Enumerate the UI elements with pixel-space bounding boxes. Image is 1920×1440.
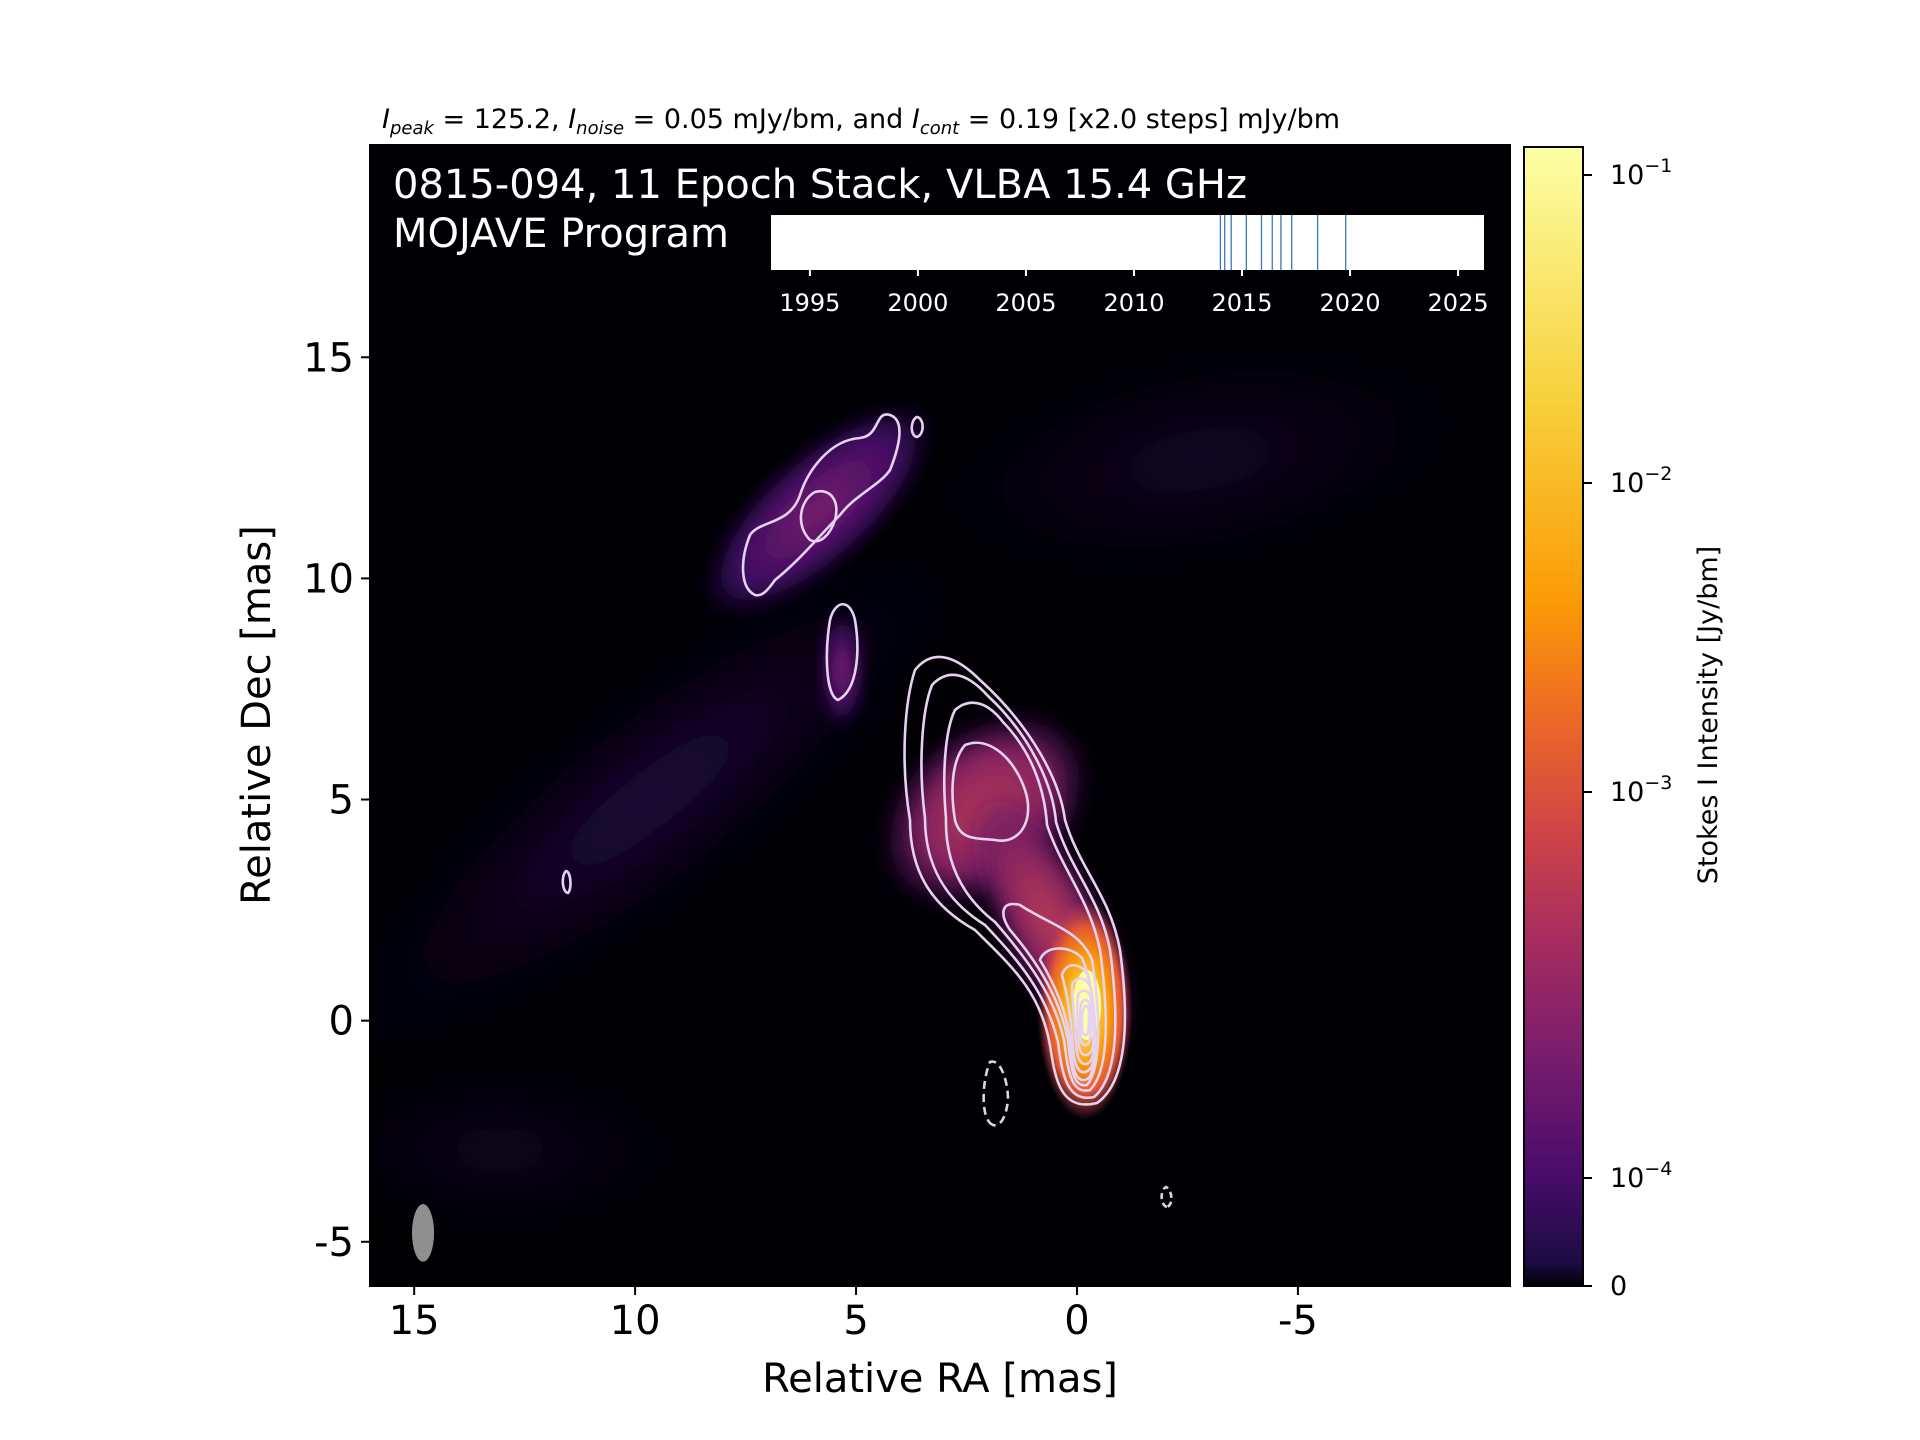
contour-line (951, 741, 1030, 842)
colorbar: 10−1 10−2 10−3 10−4 0 Stokes I Intensity [Jy… (1523, 146, 1724, 1302)
colorbar-tick-label: 10−4 (1610, 1158, 1672, 1194)
contour-line (799, 489, 838, 543)
contour-line-negative (1160, 1185, 1173, 1209)
contour-line (1060, 963, 1097, 1074)
x-axis-label: Relative RA [mas] (762, 1356, 1118, 1402)
diffuse-emission (370, 527, 988, 1073)
plot-title-line1: 0815-094, 11 Epoch Stack, VLBA 15.4 GHz (393, 162, 1247, 208)
contour-line (1002, 902, 1100, 1087)
colorbar-tick-label: 10−2 (1610, 463, 1672, 499)
y-axis-label: Relative Dec [mas] (234, 525, 280, 905)
x-axis: 15 10 5 0 -5 (389, 1286, 1318, 1344)
x-tick-label: 0 (1064, 1298, 1089, 1344)
x-tick-label: -5 (1278, 1298, 1318, 1344)
x-tick-label: 10 (610, 1298, 661, 1344)
beam-ellipse (411, 1204, 435, 1262)
colorbar-ticks: 10−1 10−2 10−3 10−4 0 (1583, 155, 1672, 1302)
contour-line (1080, 1004, 1091, 1037)
intensity-map (370, 330, 1497, 1262)
contour-line (561, 869, 572, 895)
timeline-tick-label: 2000 (887, 289, 948, 317)
y-tick-label: 15 (303, 335, 354, 381)
x-tick-label: 15 (389, 1298, 440, 1344)
y-tick-label: 10 (303, 556, 354, 602)
timeline-tick-label: 2005 (995, 289, 1056, 317)
contour-line (741, 413, 901, 597)
contour-line (920, 673, 1117, 1100)
plot-frame (369, 144, 1511, 1287)
contour-line (910, 415, 924, 439)
y-tick-label: 5 (329, 778, 354, 824)
y-tick-label: 0 (329, 999, 354, 1045)
contour-line-negative (982, 1060, 1010, 1127)
outer-jet-emission (820, 612, 864, 728)
outer-jet-emission (699, 400, 937, 620)
y-axis: 15 10 5 0 -5 (303, 335, 370, 1266)
timeline-tick-label: 2015 (1211, 289, 1272, 317)
timeline-tick-label: 1995 (779, 289, 840, 317)
contour-line (942, 701, 1107, 1092)
timeline-tick-label: 2010 (1103, 289, 1164, 317)
x-tick-label: 5 (843, 1298, 868, 1344)
diffuse-emission (370, 1060, 700, 1240)
timeline-tick-label: 2020 (1320, 289, 1381, 317)
colorbar-gradient (1523, 146, 1584, 1287)
contour-line (903, 655, 1127, 1106)
contour-line (1078, 998, 1093, 1047)
contour-line (1075, 989, 1095, 1057)
contour-line (1070, 977, 1097, 1066)
y-tick-label: -5 (314, 1220, 354, 1266)
epoch-timeline-box (771, 215, 1484, 270)
colorbar-label: Stokes I Intensity [Jy/bm] (1693, 546, 1724, 884)
timeline-tick-label: 2025 (1428, 289, 1489, 317)
diffuse-emission (903, 330, 1497, 590)
chart-header: Ipeak = 125.2, Inoise = 0.05 mJy/bm, and… (382, 104, 1340, 139)
contour-line (825, 602, 859, 702)
epoch-timeline: 1995 2000 2005 2010 2015 2020 2025 (771, 215, 1489, 317)
image-panel: 0815-094, 11 Epoch Stack, VLBA 15.4 GHz … (369, 144, 1511, 1287)
plot-title-line2: MOJAVE Program (393, 211, 729, 257)
contours (561, 413, 1173, 1209)
colorbar-tick-label: 10−3 (1610, 772, 1672, 808)
colorbar-tick-label: 10−1 (1610, 155, 1672, 191)
colorbar-tick-label: 0 (1610, 1271, 1627, 1302)
